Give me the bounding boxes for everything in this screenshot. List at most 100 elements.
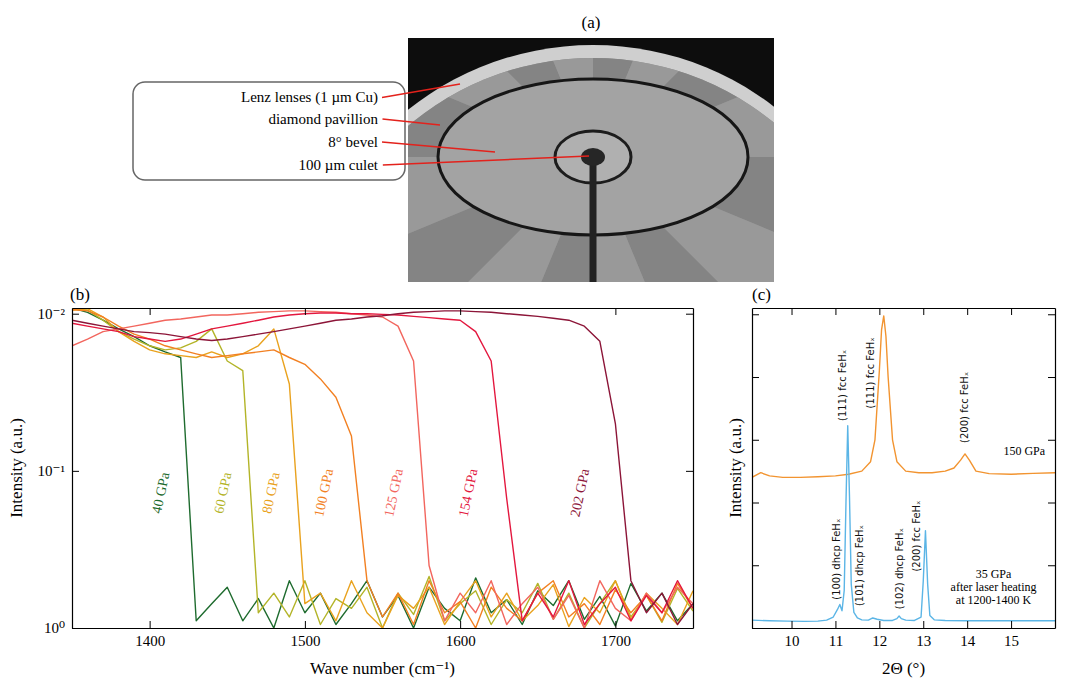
- y-axis: 10⁻²10⁻¹10⁰: [38, 306, 79, 636]
- series-note: after laser heating: [951, 580, 1037, 594]
- series-line: [72, 308, 693, 628]
- tick-mark: [686, 471, 693, 472]
- tick: 13: [916, 621, 931, 649]
- figure: (a)Lenz lenses (1 µm Cu)diamond pavillio…: [0, 0, 1074, 688]
- tick-mark: [752, 314, 759, 315]
- series-line: [72, 311, 693, 625]
- tick: [752, 314, 759, 315]
- tick-mark: [1048, 503, 1055, 504]
- tick-mark: [72, 471, 79, 472]
- tick-mark: [792, 308, 793, 315]
- series-line: [72, 309, 693, 628]
- tick-label: 13: [916, 633, 931, 649]
- peak-label: (111) fcc FeHₓ: [865, 337, 876, 408]
- tick-mark: [615, 621, 616, 628]
- pointer-line: [382, 119, 440, 125]
- tick-mark: [72, 628, 79, 629]
- peak-label: (200) fcc FeHₓ: [911, 500, 922, 571]
- series-label: 150 GPa: [1003, 444, 1045, 458]
- tick-mark: [967, 308, 968, 315]
- tick-label: 15: [1004, 633, 1019, 649]
- tick: 10⁰: [44, 620, 79, 636]
- axis-line: [72, 309, 73, 629]
- tick-mark: [752, 377, 759, 378]
- tick-label: 10⁻²: [38, 306, 66, 322]
- tick-mark: [752, 628, 759, 629]
- series-line: [72, 309, 693, 628]
- peak-label: (111) fcc FeHₓ: [837, 350, 848, 421]
- panel-letter: (c): [752, 285, 771, 304]
- tick: [686, 314, 693, 315]
- series-label: 154 GPa: [456, 467, 481, 518]
- tick: [792, 308, 793, 315]
- series-label: 125 GPa: [381, 467, 406, 518]
- tick: [1048, 628, 1055, 629]
- tick-mark: [923, 308, 924, 315]
- tick: [150, 308, 151, 315]
- tick: [835, 308, 836, 315]
- tick-label: 1500: [290, 633, 320, 649]
- x-axis: 1400 1500 1600 1700: [73, 621, 694, 649]
- tick-mark: [752, 503, 759, 504]
- y-axis-right: [1048, 309, 1056, 629]
- tick: [752, 565, 759, 566]
- series-line: [72, 313, 693, 624]
- tick: [305, 308, 306, 315]
- pointer-line: [382, 84, 460, 98]
- series-label: 100 GPa: [311, 467, 336, 518]
- tick-mark: [460, 621, 461, 628]
- tick: 11: [829, 621, 843, 649]
- tick-mark: [835, 308, 836, 315]
- tick-mark: [1048, 440, 1055, 441]
- tick: [686, 628, 693, 629]
- axis-line: [753, 628, 1056, 629]
- tick-mark: [967, 621, 968, 628]
- photo-label: 100 µm culet: [299, 157, 379, 173]
- tick: [752, 628, 759, 629]
- tick-label: 1400: [135, 633, 165, 649]
- tick-mark: [1011, 308, 1012, 315]
- tick-label: 1600: [446, 633, 476, 649]
- y-axis: [752, 309, 759, 629]
- tick-mark: [1048, 565, 1055, 566]
- axis-line: [753, 308, 1056, 309]
- photo-label: 8° bevel: [328, 134, 378, 150]
- axis-line: [73, 308, 694, 309]
- series-line: [72, 309, 693, 628]
- tick-mark: [1048, 628, 1055, 629]
- culet: [581, 148, 605, 166]
- tick-mark: [835, 621, 836, 628]
- tick-mark: [686, 314, 693, 315]
- tick-label: 12: [872, 633, 887, 649]
- panel-letter: (a): [582, 13, 601, 32]
- tick-mark: [792, 621, 793, 628]
- tick-mark: [305, 621, 306, 628]
- peak-label: (102) dhcp FeHₓ: [894, 528, 905, 609]
- tick-mark: [150, 308, 151, 315]
- tick-label: 10: [785, 633, 800, 649]
- tick: 10: [785, 621, 800, 649]
- tick: 15: [1004, 621, 1019, 649]
- tick: 1700: [601, 621, 631, 649]
- tick-mark: [752, 440, 759, 441]
- pavilion: [408, 38, 774, 282]
- tick: 12: [872, 621, 887, 649]
- tick-mark: [615, 308, 616, 315]
- tick: [460, 308, 461, 315]
- x-axis-title: 2Θ (°): [882, 659, 925, 678]
- series-note: at 1200-1400 K: [956, 593, 1032, 607]
- peak-label: (200) fcc FeHₓ: [959, 372, 970, 443]
- tick: [615, 308, 616, 315]
- series-label: 80 GPa: [259, 470, 282, 515]
- tick: [686, 471, 693, 472]
- axis-line: [73, 628, 694, 629]
- photo-label: diamond pavillion: [268, 111, 378, 127]
- series-label: 35 GPa: [976, 567, 1012, 581]
- plot-area: [752, 316, 1055, 622]
- tick: 14: [960, 621, 976, 649]
- axis-line: [1055, 309, 1056, 629]
- axis-line: [693, 309, 694, 629]
- tick: [1048, 503, 1055, 504]
- tick: [1048, 440, 1055, 441]
- tick-label: 11: [829, 633, 843, 649]
